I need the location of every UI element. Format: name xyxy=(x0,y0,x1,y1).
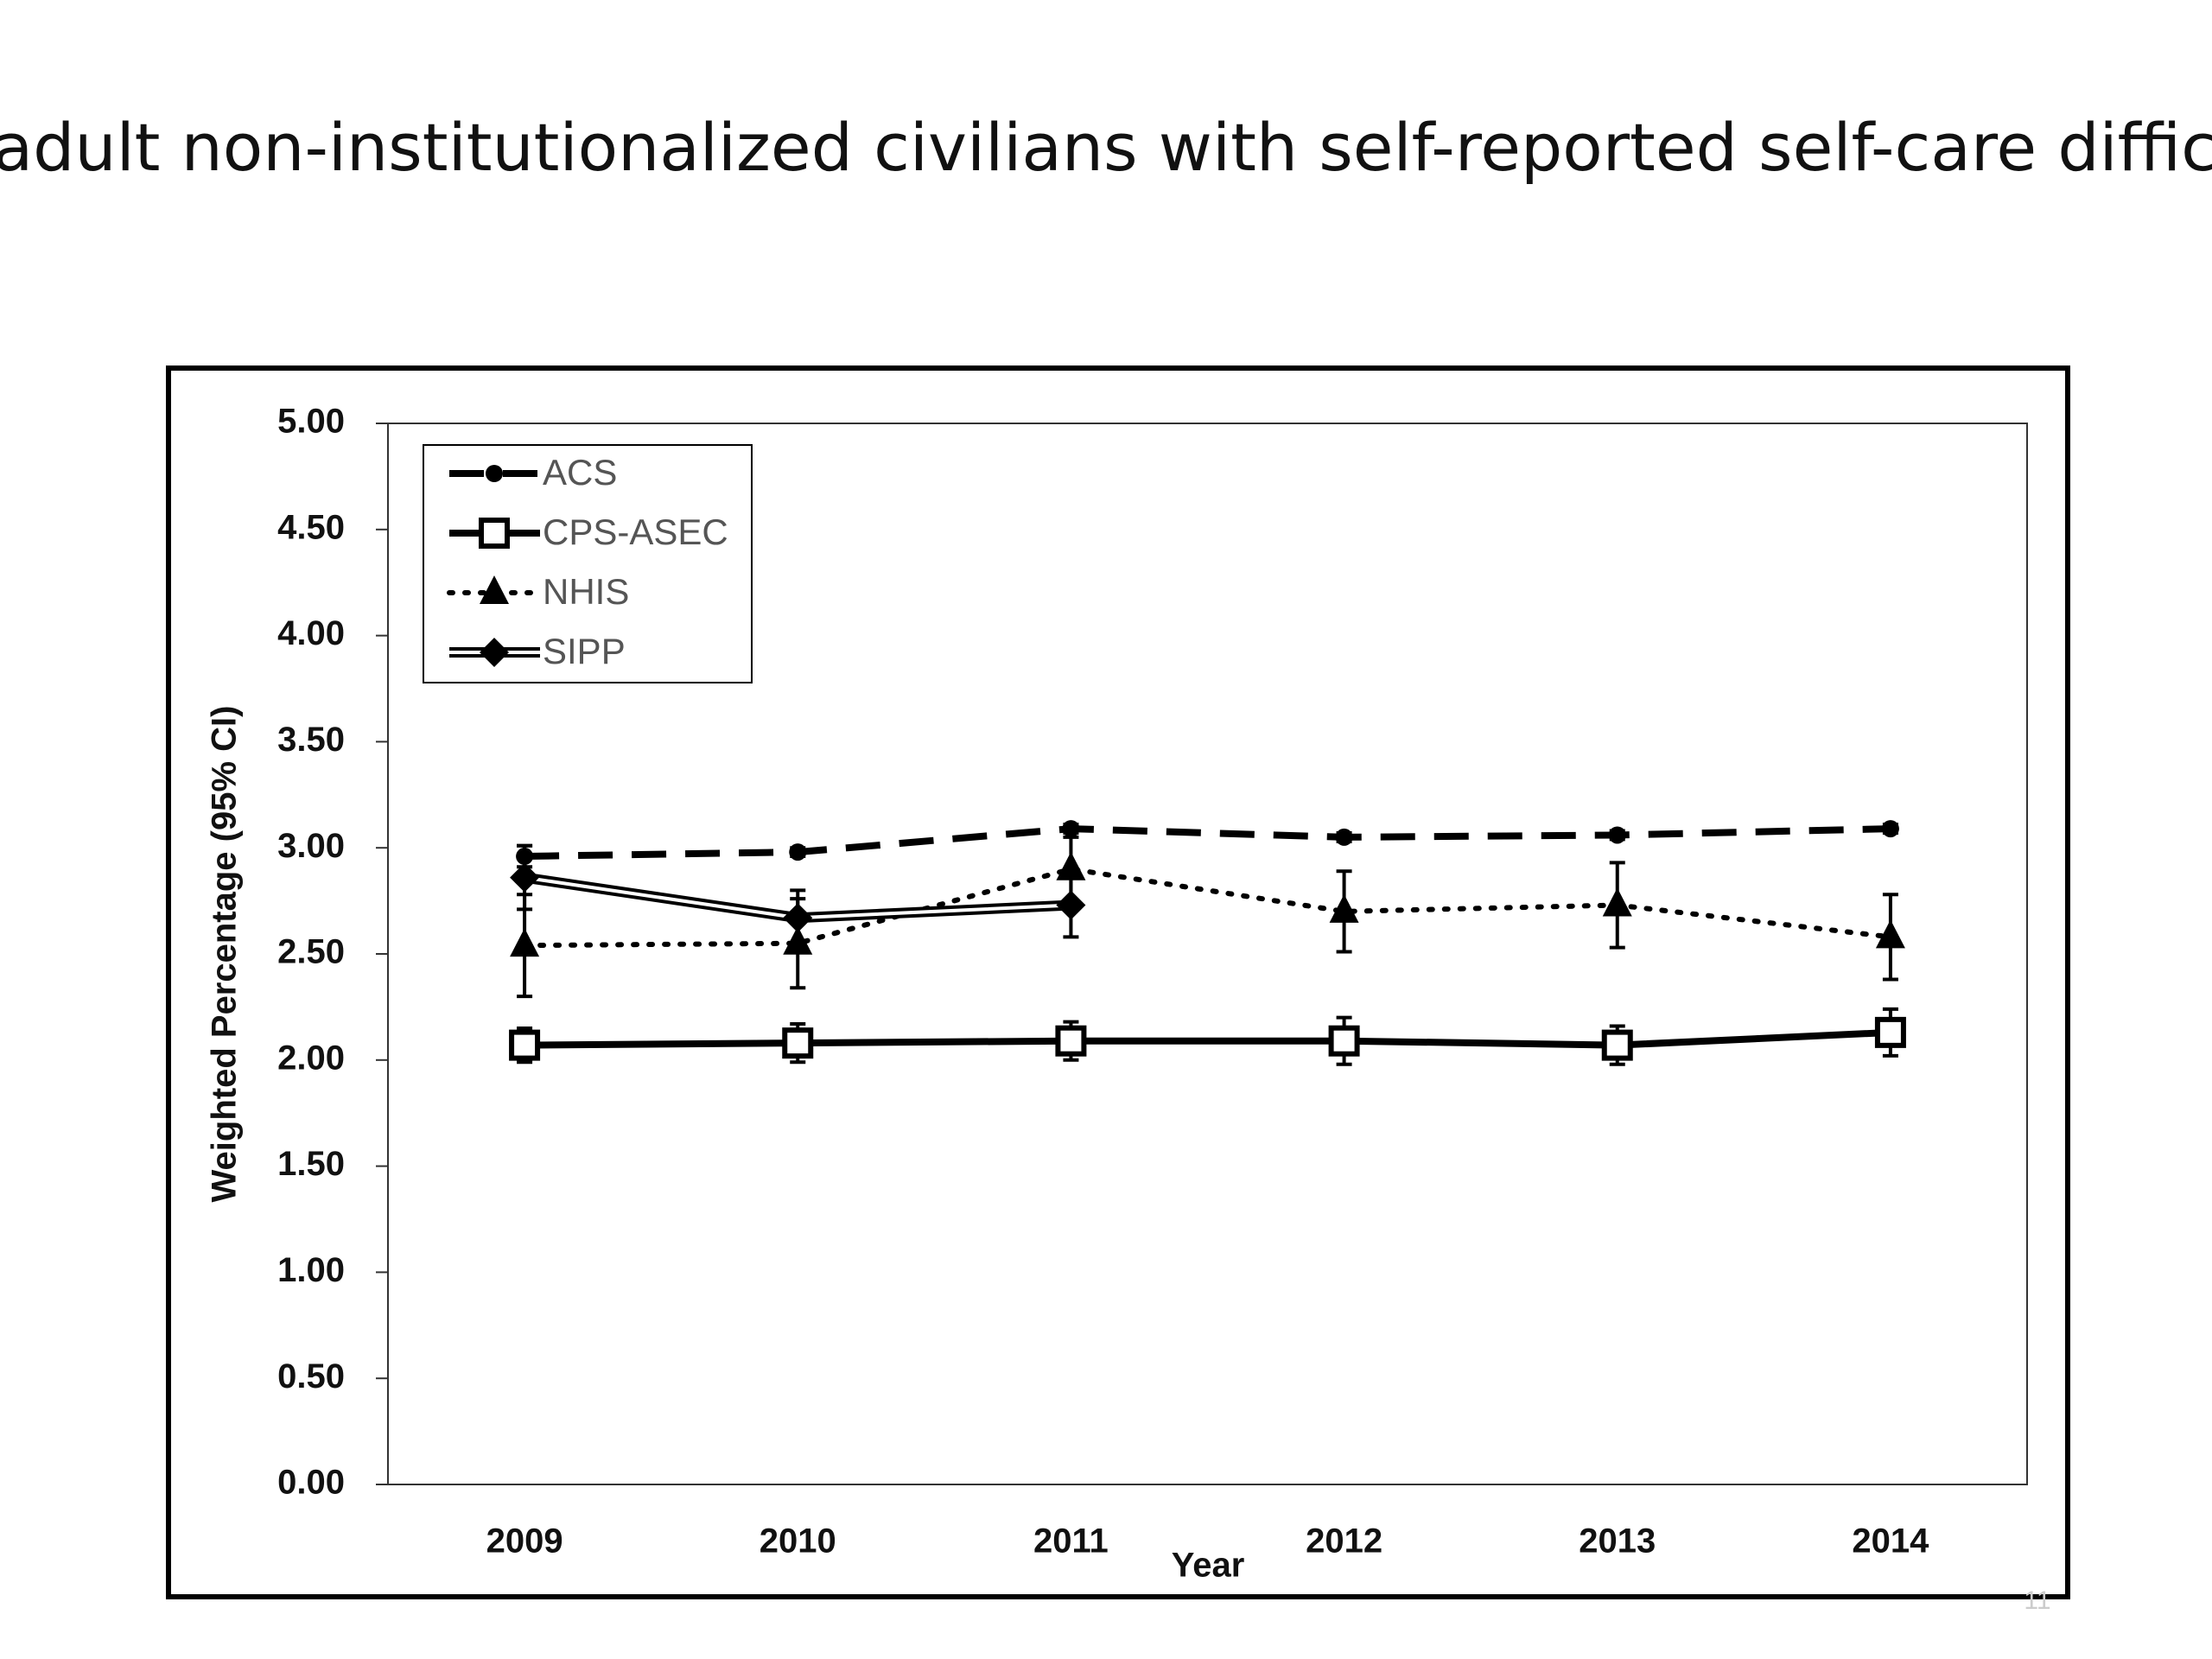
y-tick-label: 3.50 xyxy=(277,721,345,759)
chart-frame xyxy=(166,365,2070,1599)
y-tick-label: 2.50 xyxy=(277,933,345,971)
x-tick-label: 2012 xyxy=(1306,1522,1382,1560)
legend-box xyxy=(423,444,753,683)
y-tick-label: 5.00 xyxy=(277,403,345,441)
marker xyxy=(480,575,509,604)
x-tick-label: 2014 xyxy=(1852,1522,1929,1560)
marker xyxy=(783,925,813,955)
x-tick-label: 2010 xyxy=(760,1522,836,1560)
marker xyxy=(1056,890,1086,920)
slide-number: 11 xyxy=(2024,1586,2050,1615)
y-tick-label: 4.00 xyxy=(277,614,345,652)
marker xyxy=(1056,851,1086,880)
x-axis-title: Year xyxy=(1172,1547,1245,1585)
marker xyxy=(486,465,503,482)
marker xyxy=(1601,1029,1633,1061)
y-tick-label: 4.50 xyxy=(277,508,345,546)
marker xyxy=(1062,820,1080,838)
marker xyxy=(783,903,813,933)
y-tick-label: 1.00 xyxy=(277,1251,345,1289)
y-tick-label: 3.00 xyxy=(277,827,345,865)
y-tick-label: 1.50 xyxy=(277,1145,345,1183)
y-tick-label: 0.50 xyxy=(277,1357,345,1395)
marker xyxy=(782,1027,814,1059)
marker xyxy=(1874,1016,1906,1048)
marker xyxy=(1602,887,1632,917)
series-line xyxy=(524,1028,1891,1049)
marker xyxy=(1329,893,1359,923)
series-line xyxy=(524,825,1891,861)
marker xyxy=(1335,828,1353,846)
marker xyxy=(1055,1025,1087,1057)
y-axis-title: Weighted Percentage (95% CI) xyxy=(206,706,244,1203)
legend-label: CPS-ASEC xyxy=(543,512,728,552)
marker xyxy=(1328,1025,1360,1057)
legend-label: NHIS xyxy=(543,571,629,612)
legend-label: SIPP xyxy=(543,631,626,671)
marker xyxy=(1881,820,1899,838)
series-line xyxy=(522,866,1893,949)
y-tick-label: 2.00 xyxy=(277,1039,345,1077)
x-tick-label: 2013 xyxy=(1579,1522,1656,1560)
marker xyxy=(510,862,540,893)
chart-title: Weighted percentage of adult non-institu… xyxy=(0,109,2212,186)
legend-label: ACS xyxy=(543,452,617,493)
marker xyxy=(510,928,540,957)
marker xyxy=(479,518,510,549)
marker xyxy=(789,843,807,861)
marker xyxy=(516,848,534,866)
marker xyxy=(1608,826,1626,844)
marker xyxy=(509,1029,541,1061)
marker xyxy=(480,638,509,667)
x-tick-label: 2009 xyxy=(486,1522,563,1560)
y-tick-label: 0.00 xyxy=(277,1464,345,1502)
marker xyxy=(1875,919,1905,949)
x-tick-label: 2011 xyxy=(1033,1522,1109,1560)
